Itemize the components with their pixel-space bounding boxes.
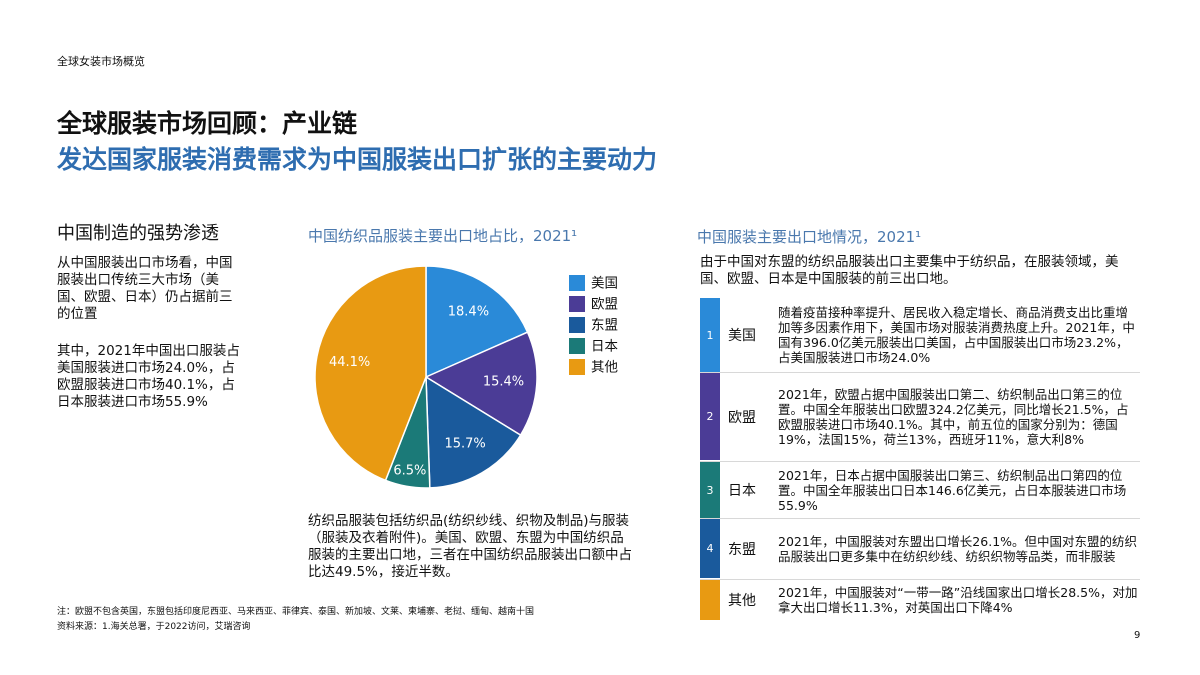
- row-number: 1: [706, 328, 714, 342]
- row-number: 3: [706, 483, 714, 497]
- row-description: 2021年，中国服装对东盟出口增长26.1%。但中国对东盟的纺织品服装出口更多集…: [778, 533, 1138, 564]
- pie-slice: [425, 265, 529, 379]
- row-name: 其他: [728, 593, 756, 609]
- pie-slice: [424, 331, 538, 437]
- slice-label: 15.7%: [444, 437, 485, 452]
- pie-slice: [314, 265, 427, 482]
- row-separator: [700, 372, 1140, 373]
- legend-swatch: [569, 359, 585, 375]
- left-heading: 中国制造的强势渗透: [57, 223, 219, 244]
- footnote: 注：欧盟不包含英国，东盟包括印度尼西亚、马来西亚、菲律宾、泰国、新加坡、文莱、柬…: [57, 607, 535, 617]
- row-text: 2021年，中国服装对“一带一路”沿线国家出口增长28.5%，对加拿大出口增长1…: [778, 580, 1140, 620]
- slide-subtitle: 发达国家服装消费需求为中国服装出口扩张的主要动力: [57, 145, 658, 174]
- slice-label: 18.4%: [448, 304, 489, 319]
- row-name: 东盟: [728, 541, 756, 558]
- legend-label: 美国: [591, 276, 618, 292]
- row-separator: [700, 518, 1140, 519]
- slice-label: 6.5%: [393, 464, 426, 479]
- panel-title: 中国服装主要出口地情况，2021¹: [697, 228, 922, 246]
- legend-label: 其他: [591, 360, 618, 376]
- legend-label: 欧盟: [591, 297, 618, 313]
- chart-title: 中国纺织品服装主要出口地占比，2021¹: [308, 227, 578, 245]
- page-number: 9: [1134, 630, 1141, 641]
- slide-title: 全球服装市场回顾：产业链: [57, 109, 358, 138]
- row-number: 4: [706, 542, 714, 555]
- pie-slice: [425, 375, 522, 489]
- row-color-bar: [700, 373, 720, 460]
- row-description: 随着疫苗接种率提升、居民收入稳定增长、商品消费支出比重增加等多因素作用下，美国市…: [778, 305, 1135, 365]
- legend-label: 东盟: [591, 318, 618, 334]
- row-color-bar: [700, 580, 720, 620]
- row-description: 2021年，中国服装对“一带一路”沿线国家出口增长28.5%，对加拿大出口增长1…: [778, 585, 1138, 615]
- legend-label: 日本: [591, 339, 619, 355]
- legend-swatch: [569, 317, 585, 333]
- section-label: 全球女装市场概览: [57, 55, 145, 68]
- slice-label: 15.4%: [483, 375, 524, 390]
- row-text: 2021年，日本占据中国服装出口第三、纺织制品出口第四的位置。中国全年服装出口日…: [778, 462, 1140, 518]
- chart-note: 纺织品服装包括纺织品(纺织纱线、织物及制品)与服装（服装及衣着附件)。美国、欧盟…: [308, 513, 632, 580]
- left-paragraph: 其中，2021年中国出口服装占美国服装进口市场24.0%，占欧盟服装进口市场40…: [57, 343, 240, 410]
- row-name: 日本: [728, 483, 756, 499]
- row-color-bar: [700, 298, 720, 372]
- row-description: 2021年，欧盟占据中国服装出口第二、纺织制品出口第三的位置。中国全年服装出口欧…: [778, 386, 1129, 447]
- row-text: 随着疫苗接种率提升、居民收入稳定增长、商品消费支出比重增加等多因素作用下，美国市…: [778, 298, 1140, 372]
- row-name: 美国: [728, 328, 756, 344]
- row-number: 2: [706, 410, 714, 423]
- legend-swatch: [569, 275, 585, 291]
- source: 资料来源：1.海关总署，于2022访问，艾瑞咨询: [57, 622, 251, 632]
- row-color-bar: [700, 519, 720, 578]
- row-color-bar: [700, 462, 720, 518]
- legend-swatch: [569, 338, 585, 354]
- row-separator: [700, 579, 1140, 580]
- left-paragraph: 从中国服装出口市场看，中国服装出口传统三大市场（美国、欧盟、日本）仍占据前三的位…: [57, 255, 233, 322]
- row-description: 2021年，日本占据中国服装出口第三、纺织制品出口第四的位置。中国全年服装出口日…: [778, 467, 1127, 513]
- row-name: 欧盟: [728, 409, 756, 426]
- row-separator: [700, 461, 1140, 462]
- legend-swatch: [569, 296, 585, 312]
- row-text: 2021年，中国服装对东盟出口增长26.1%。但中国对东盟的纺织品服装出口更多集…: [778, 519, 1140, 578]
- row-text: 2021年，欧盟占据中国服装出口第二、纺织制品出口第三的位置。中国全年服装出口欧…: [778, 373, 1140, 460]
- panel-intro: 由于中国对东盟的纺织品服装出口主要集中于纺织品，在服装领域，美国、欧盟、日本是中…: [700, 254, 1119, 287]
- slice-label: 44.1%: [329, 355, 370, 370]
